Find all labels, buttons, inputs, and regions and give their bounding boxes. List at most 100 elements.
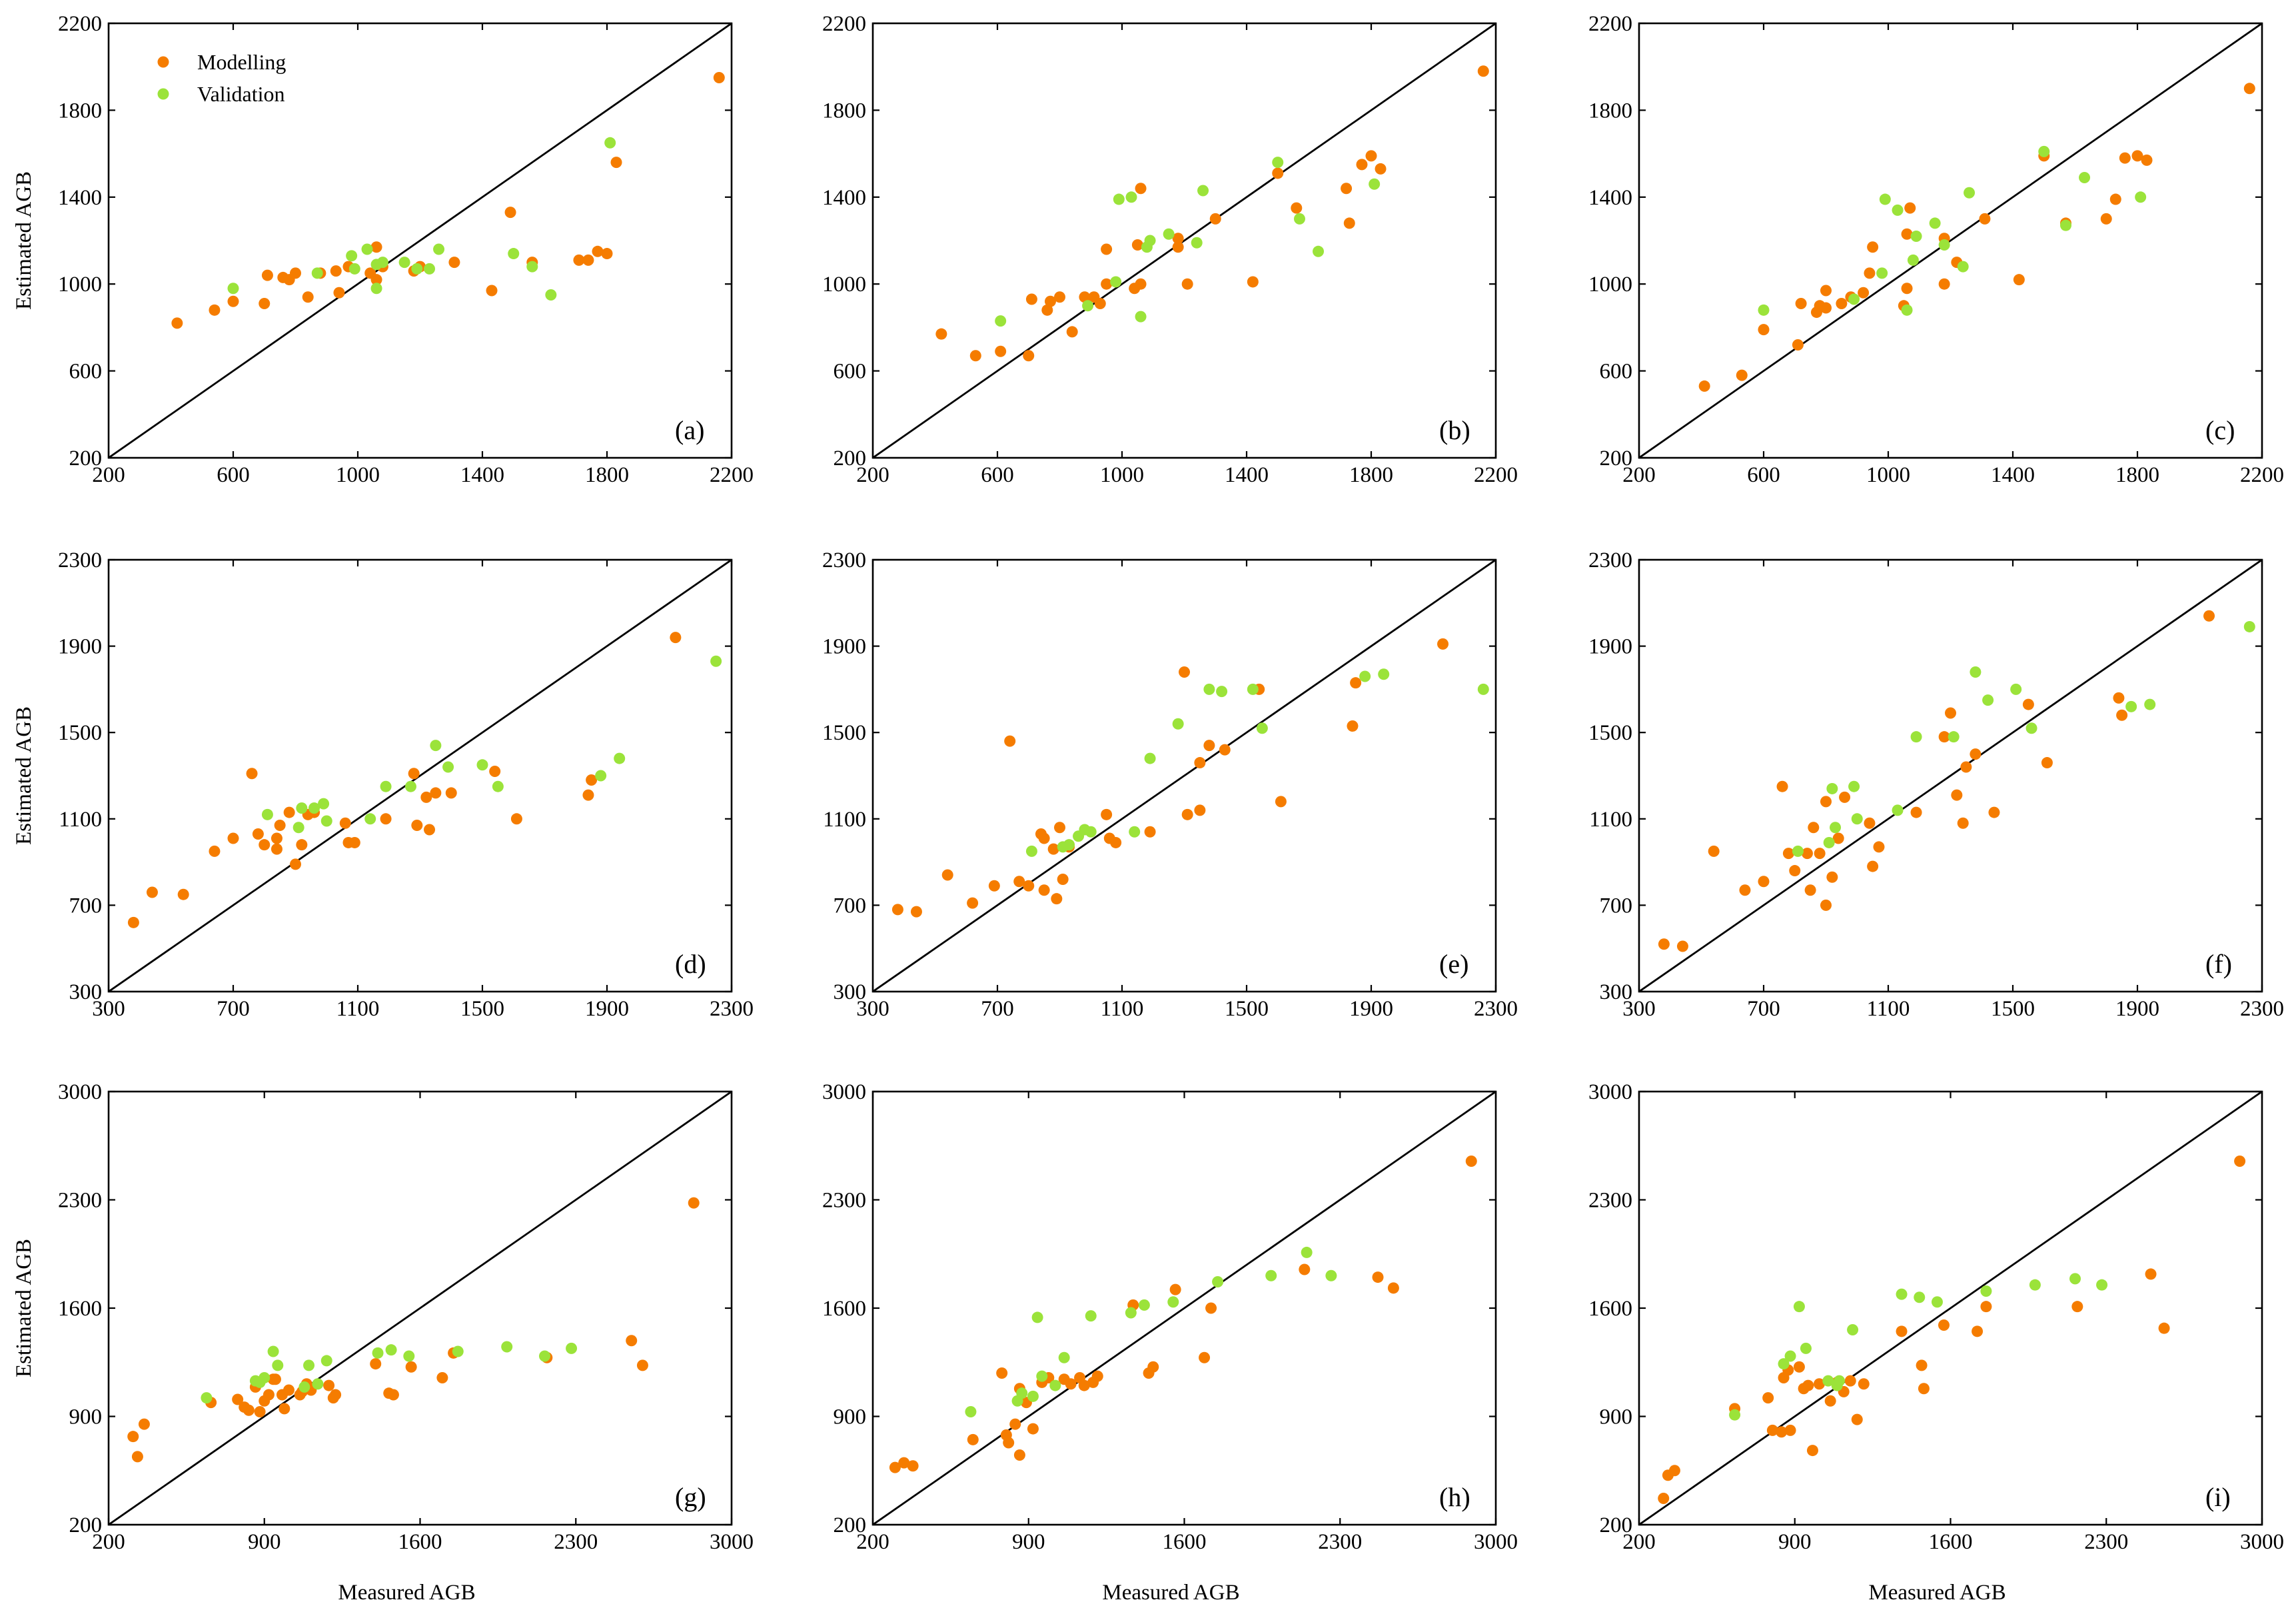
modelling-point: [408, 768, 420, 780]
legend-marker-modelling: [157, 56, 169, 68]
legend: Modelling Validation: [157, 50, 286, 106]
validation-point: [1256, 722, 1268, 734]
validation-point: [1016, 1387, 1028, 1399]
validation-point: [1834, 1375, 1846, 1387]
validation-point: [1980, 1285, 1992, 1297]
validation-point: [398, 257, 410, 269]
x-tick-label: 1800: [585, 463, 629, 487]
validation-point: [1135, 311, 1147, 323]
x-tick-label: 700: [217, 997, 250, 1021]
modelling-point: [996, 1367, 1008, 1379]
one-to-one-line: [109, 1092, 732, 1525]
y-tick-label: 1000: [1588, 273, 1632, 297]
modelling-point: [227, 295, 239, 307]
modelling-point: [1066, 326, 1078, 338]
modelling-point: [1144, 826, 1156, 838]
y-tick-label: 300: [834, 980, 867, 1004]
validation-point: [1138, 1299, 1150, 1311]
validation-point: [370, 283, 382, 295]
x-tick-label: 300: [92, 997, 125, 1021]
x-tick-label: 1500: [1225, 997, 1269, 1021]
modelling-point: [424, 824, 436, 836]
y-tick-label: 2200: [1588, 12, 1632, 36]
modelling-point: [1135, 183, 1147, 195]
modelling-point: [1938, 731, 1950, 743]
validation-point: [1847, 1324, 1859, 1335]
validation-point: [508, 248, 520, 260]
modelling-point: [582, 789, 594, 801]
scatter-panel: 200 600 1000 1400 1800 2200 200 600 1000 1400 1800…: [12, 12, 754, 487]
x-tick-label: 2300: [2084, 1530, 2128, 1554]
modelling-point: [1795, 298, 1807, 310]
y-tick-label: 2200: [822, 12, 866, 36]
y-tick-label: 2200: [58, 12, 102, 36]
panel-label: (e): [1439, 949, 1468, 979]
y-tick-label: 300: [1600, 980, 1633, 1004]
modelling-point: [1988, 806, 2000, 818]
series-validation: [261, 655, 722, 834]
validation-point: [385, 1344, 397, 1356]
modelling-point: [1864, 267, 1876, 279]
validation-point: [1910, 230, 1922, 242]
modelling-point: [1910, 806, 1922, 818]
y-tick-label: 1800: [822, 99, 866, 123]
modelling-point: [1079, 291, 1091, 303]
x-tick-label: 1100: [1101, 997, 1144, 1021]
modelling-point: [2234, 1155, 2246, 1167]
x-tick-label: 2200: [710, 463, 754, 487]
validation-point: [1823, 836, 1835, 848]
modelling-point: [1365, 150, 1377, 162]
validation-point: [380, 780, 392, 792]
validation-point: [1085, 826, 1097, 838]
validation-point: [1265, 1269, 1277, 1281]
modelling-point: [1057, 874, 1069, 886]
y-tick-label: 1400: [1588, 186, 1632, 210]
validation-point: [1792, 845, 1804, 857]
modelling-point: [1901, 228, 1913, 240]
validation-point: [595, 770, 607, 782]
series-validation: [201, 1341, 578, 1404]
modelling-point: [171, 317, 183, 329]
modelling-point: [2158, 1322, 2170, 1334]
validation-point: [372, 1347, 384, 1359]
modelling-point: [1896, 1325, 1908, 1337]
validation-point: [1163, 228, 1175, 240]
modelling-point: [252, 828, 264, 840]
series-modelling: [1698, 83, 2255, 392]
validation-point: [1929, 217, 1941, 229]
legend-marker-validation: [157, 88, 169, 100]
modelling-point: [2041, 757, 2053, 769]
y-tick-label: 2300: [1588, 1189, 1632, 1213]
modelling-point: [290, 858, 301, 870]
modelling-point: [261, 269, 273, 281]
validation-point: [1729, 1409, 1741, 1421]
validation-point: [1216, 686, 1228, 698]
y-tick-label: 600: [69, 360, 103, 384]
modelling-point: [271, 832, 283, 844]
panel-label: (f): [2205, 949, 2232, 979]
modelling-point: [1938, 278, 1950, 290]
validation-point: [1901, 304, 1913, 316]
modelling-point: [1789, 865, 1801, 877]
x-axis-title: Measured AGB: [1868, 1581, 2006, 1605]
y-tick-label: 1400: [58, 186, 102, 210]
scatter-panel: 300 700 1100 1500 1900 2300 300 700 1100 1500 1900…: [12, 548, 754, 1021]
modelling-point: [1858, 287, 1870, 299]
modelling-point: [1013, 876, 1025, 888]
plot-frame: [1638, 22, 2263, 459]
x-tick-label: 600: [981, 463, 1014, 487]
modelling-point: [259, 298, 271, 310]
modelling-point: [1793, 1361, 1805, 1373]
validation-point: [1851, 813, 1863, 825]
modelling-point: [889, 1461, 901, 1473]
modelling-point: [1465, 1155, 1477, 1167]
modelling-point: [1804, 884, 1816, 896]
scatter-panel: 200 600 1000 1400 1800 2200 200 600 1000 1400 1800…: [1588, 12, 2284, 487]
series-modelling: [935, 65, 1489, 362]
modelling-point: [1820, 302, 1832, 314]
validation-point: [1948, 731, 1960, 743]
y-tick-label: 1500: [1588, 721, 1632, 745]
modelling-point: [2100, 213, 2112, 225]
modelling-point: [1004, 735, 1016, 747]
modelling-point: [713, 72, 725, 83]
